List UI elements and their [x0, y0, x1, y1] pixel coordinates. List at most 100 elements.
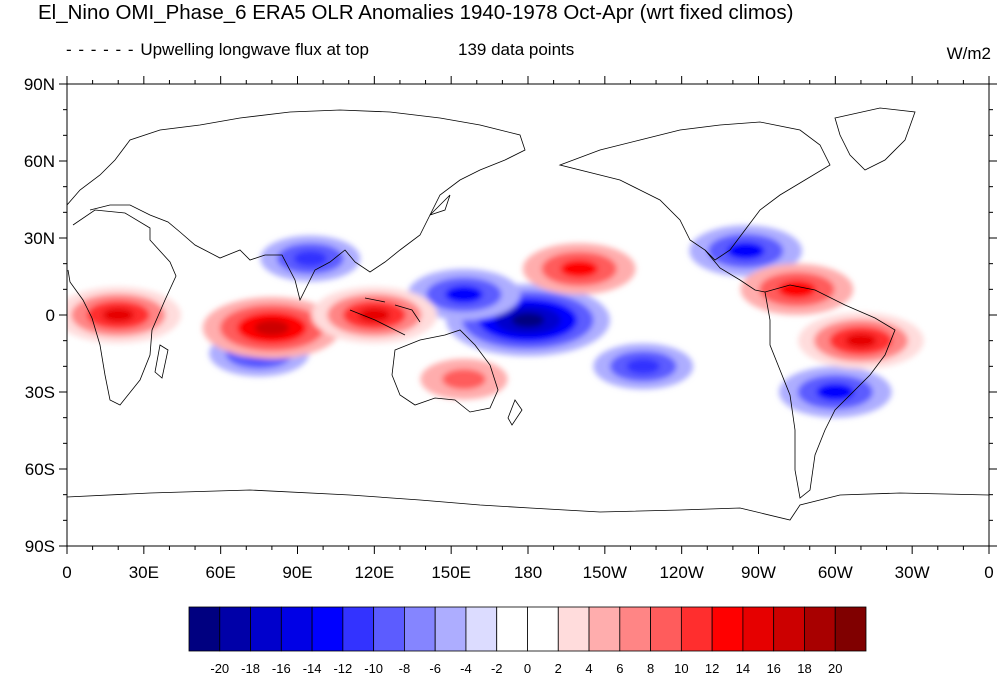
colorbar-label: 6 — [616, 661, 623, 676]
colorbar-label: -8 — [399, 661, 411, 676]
x-tick-label: 30E — [129, 563, 159, 582]
y-tick-label: 60N — [24, 152, 55, 171]
dashed-line-key: - - - - - - — [66, 40, 141, 59]
anomaly-patch — [626, 358, 660, 375]
africa-coastline — [67, 209, 177, 406]
colorbar-label: 4 — [585, 661, 592, 676]
colorbar-box — [404, 606, 436, 652]
anomaly-patch — [511, 312, 545, 328]
colorbar-box — [373, 606, 405, 652]
colorbar-box — [834, 606, 867, 652]
x-tick-label: 120W — [659, 563, 703, 582]
colorbar-box — [219, 606, 251, 652]
anomaly-patch — [845, 333, 877, 348]
y-tick-label: 30S — [25, 383, 55, 402]
colorbar-box — [342, 606, 375, 652]
anomaly-patch — [442, 368, 486, 390]
colorbar-label: -6 — [429, 661, 441, 676]
colorbar-label: 8 — [647, 661, 654, 676]
x-tick-label: 30W — [895, 563, 930, 582]
y-tick-label: 30N — [24, 229, 55, 248]
central-america-coastline — [704, 249, 766, 293]
colorbar-box — [619, 606, 651, 652]
japan-coastline — [429, 194, 451, 216]
y-tick-label: 60S — [25, 460, 55, 479]
colorbar-box — [250, 606, 282, 652]
colorbar-box — [434, 606, 467, 652]
south-america-coastline — [764, 284, 896, 499]
colorbar-box — [557, 606, 590, 652]
units-label: W/m2 — [946, 44, 991, 63]
anomaly-patch — [254, 320, 290, 336]
anomaly-patch — [102, 307, 134, 323]
anomaly-patch — [358, 307, 391, 323]
anomaly-patch — [726, 242, 765, 260]
anomaly-patch — [445, 285, 483, 303]
colorbar-label: 20 — [828, 661, 842, 676]
map-title: El_Nino OMI_Phase_6 ERA5 OLR Anomalies 1… — [38, 1, 794, 24]
y-tick-label: 90N — [24, 75, 55, 94]
x-tick-label: 60W — [818, 563, 853, 582]
colorbar-box — [311, 606, 344, 652]
anomaly-layer — [67, 225, 924, 418]
x-tick-label: 0 — [984, 563, 993, 582]
colorbar-label: -2 — [491, 661, 503, 676]
colorbar-box — [742, 606, 775, 652]
colorbar-label: 2 — [555, 661, 562, 676]
data-points-label: 139 data points — [458, 40, 575, 59]
x-tick-label: 90E — [282, 563, 312, 582]
new-zealand-coastline — [507, 399, 523, 426]
colorbar-label: 14 — [736, 661, 750, 676]
colorbar-label: 16 — [766, 661, 780, 676]
plot-area — [67, 84, 989, 546]
left-subtitle: - - - - - - Upwelling longwave flux at t… — [66, 40, 369, 60]
indonesia-coastline — [349, 297, 421, 336]
colorbar-box — [711, 606, 744, 652]
colorbar-box — [773, 606, 805, 652]
colorbar-box — [465, 606, 498, 652]
x-tick-label: 180 — [514, 563, 542, 582]
colorbar-label: 18 — [797, 661, 811, 676]
y-tick-label: 90S — [25, 537, 55, 556]
colorbar-label: -14 — [303, 661, 322, 676]
north-america-coastline — [558, 121, 831, 261]
australia-coastline — [391, 329, 499, 413]
colorbar-box — [527, 606, 559, 652]
eurasia-coastline — [67, 109, 526, 302]
colorbar-label: 0 — [524, 661, 531, 676]
colorbar-box — [680, 606, 713, 652]
anomaly-patch — [560, 260, 599, 278]
colorbar-label: -4 — [460, 661, 472, 676]
x-tick-label: 150E — [431, 563, 471, 582]
colorbar-box — [588, 606, 621, 652]
colorbar-box — [804, 606, 836, 652]
colorbar: -20 -18 -16 -14 -12 -10 -8 -6 -4 -2 0 2 4 6 8 10 12 14 16 1… — [188, 606, 867, 676]
colorbar-box — [650, 606, 682, 652]
coastlines — [67, 107, 989, 521]
colorbar-label: -20 — [210, 661, 229, 676]
greenland-coastline — [834, 107, 916, 171]
x-tick-label: 150W — [583, 563, 627, 582]
x-tick-label: 120E — [354, 563, 394, 582]
x-axis: 0 30E 60E 90E 120E 150E 180 150W 120W 90W 60W 30W 0 — [62, 76, 994, 582]
anomaly-patch — [816, 383, 855, 401]
colorbar-label: -10 — [364, 661, 383, 676]
x-tick-label: 0 — [62, 563, 71, 582]
colorbar-box — [496, 606, 528, 652]
madagascar-coastline — [154, 344, 169, 379]
colorbar-box — [188, 606, 221, 652]
anomaly-patch — [778, 280, 816, 298]
colorbar-label: -16 — [272, 661, 291, 676]
colorbar-label: -12 — [333, 661, 352, 676]
colorbar-label: -18 — [241, 661, 260, 676]
x-tick-label: 90W — [741, 563, 776, 582]
colorbar-label: 10 — [674, 661, 688, 676]
y-tick-label: 0 — [46, 306, 55, 325]
anomaly-patch — [293, 250, 327, 267]
y-axis: 90N 60N 30N 0 30S 60S 90S — [24, 75, 997, 556]
antarctica-coastline — [67, 489, 989, 521]
colorbar-box — [280, 606, 313, 652]
x-tick-label: 60E — [206, 563, 236, 582]
colorbar-label: 12 — [705, 661, 719, 676]
